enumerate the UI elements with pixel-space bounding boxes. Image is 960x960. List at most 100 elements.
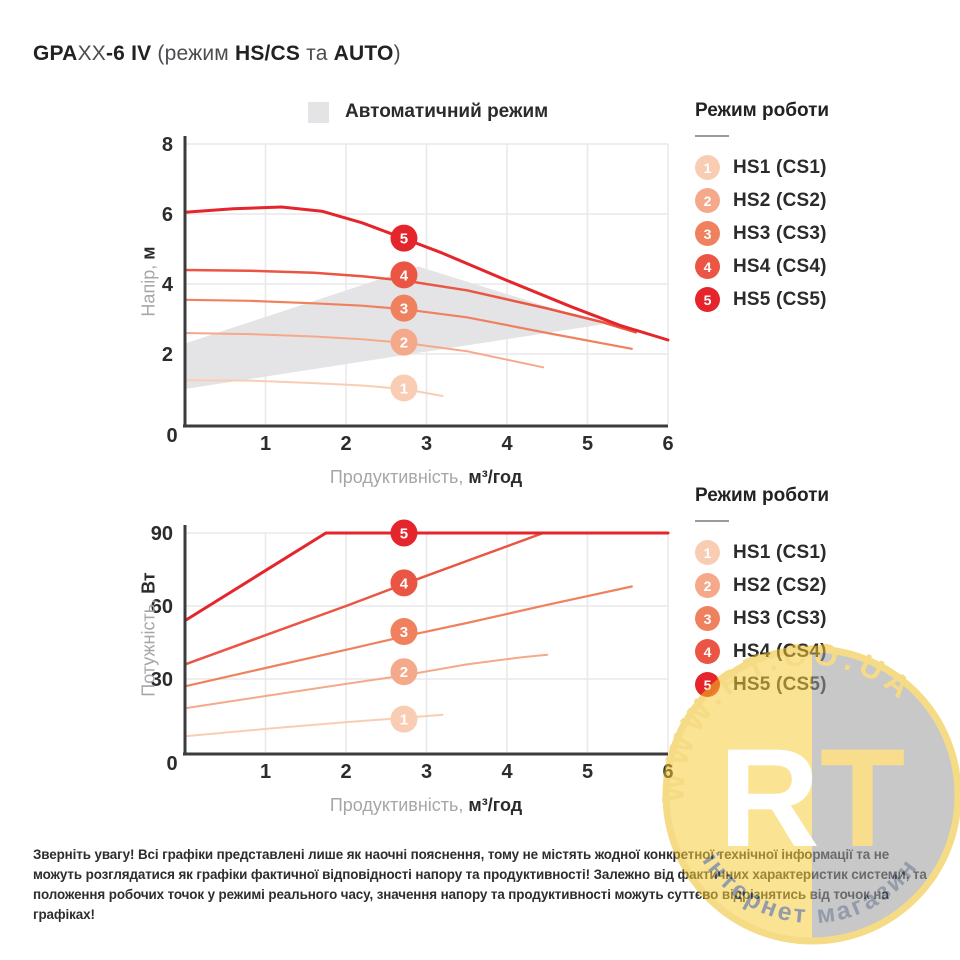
- mode-item: 3 HS3 (CS3): [695, 602, 945, 635]
- mode-item: 2 HS2 (CS2): [695, 569, 945, 602]
- mode-marker-number: 2: [400, 664, 408, 681]
- y-tick-label: 90: [151, 523, 173, 545]
- mode-marker: [390, 658, 418, 686]
- mode-marker: [390, 705, 418, 733]
- head-y-label-name: Напір,: [138, 259, 159, 317]
- mode-item: 4 HS4 (CS4): [695, 635, 945, 668]
- y-tick-label: 30: [151, 669, 173, 691]
- auto-mode-region: [185, 266, 604, 389]
- mode-label: HS5 (CS5): [733, 673, 827, 695]
- mode-badge: 4: [695, 254, 720, 279]
- mode-label: HS3 (CS3): [733, 607, 827, 629]
- y-tick-label: 8: [162, 134, 173, 156]
- x-tick-label: 3: [421, 433, 432, 455]
- curve-HS5 (CS5): [183, 531, 670, 623]
- title-paren-open: (: [151, 42, 165, 65]
- y-tick-label: 2: [162, 344, 173, 366]
- legend-title: Режим роботи: [695, 485, 830, 506]
- mode-item: 3 HS3 (CS3): [695, 217, 945, 250]
- mode-marker: [390, 618, 418, 646]
- y-tick-label: 60: [151, 596, 173, 618]
- x-tick-label: 2: [340, 761, 351, 783]
- mode-label: HS2 (CS2): [733, 189, 827, 211]
- mode-item: 2 HS2 (CS2): [695, 184, 945, 217]
- power-x-label-name: Продуктивність,: [329, 795, 469, 815]
- chart-1: 2 4 6 8 0 1 2 3 4 5 6 1 2 3 4 5: [162, 134, 674, 455]
- mode-marker-number: 3: [400, 301, 408, 318]
- title-paren-close: ): [393, 42, 401, 65]
- y-tick-label: 4: [162, 274, 174, 296]
- auto-mode-legend: Автоматичний режим: [308, 101, 548, 123]
- x-tick-label: 3: [421, 761, 432, 783]
- mode-marker-number: 4: [400, 267, 409, 284]
- mode-marker: [390, 224, 418, 252]
- head-y-axis-label: Напір, м: [139, 162, 160, 402]
- mode-marker: [390, 374, 418, 402]
- mode-badge: 3: [695, 221, 720, 246]
- mode-badge: 1: [695, 540, 720, 565]
- legend-rule: [695, 135, 729, 137]
- mode-item: 1 HS1 (CS1): [695, 536, 945, 569]
- title-model-bold: -6 IV: [105, 42, 152, 65]
- page-title: GPAXX-6 IV (режим HS/CS та AUTO): [33, 42, 401, 66]
- x-tick-label: 1: [260, 761, 271, 783]
- power-y-label-name: Потужність,: [138, 593, 159, 697]
- x-tick-label: 4: [501, 761, 513, 783]
- title-model-light: XX: [77, 42, 106, 65]
- head-x-label-unit: м³/год: [468, 467, 523, 487]
- legend-title: Режим роботи: [695, 100, 830, 121]
- head-x-axis-label: Продуктивність, м³/год: [186, 467, 666, 488]
- mode-item: 5 HS5 (CS5): [695, 283, 945, 316]
- mode-marker-number: 2: [400, 335, 408, 352]
- mode-badge: 1: [695, 155, 720, 180]
- x-tick-label: 5: [582, 761, 593, 783]
- x-tick-label: 5: [582, 433, 593, 455]
- disclaimer-note: Зверніть увагу! Всі графіки представлені…: [33, 847, 927, 922]
- mode-badge: 5: [695, 672, 720, 697]
- mode-marker-number: 1: [400, 712, 408, 729]
- curve-HS4 (CS4): [183, 531, 545, 666]
- mode-legend-top: Режим роботи 1 HS1 (CS1) 2 HS2 (CS2) 3 H…: [695, 100, 945, 316]
- mode-marker: [390, 328, 418, 356]
- mode-marker: [390, 569, 418, 597]
- mode-marker-number: 5: [400, 231, 408, 248]
- mode-marker: [390, 519, 418, 547]
- x-tick-label: 6: [662, 433, 673, 455]
- mode-item: 5 HS5 (CS5): [695, 668, 945, 701]
- power-x-axis-label: Продуктивність, м³/год: [186, 795, 666, 816]
- mode-badge: 2: [695, 188, 720, 213]
- title-auto-bold: AUTO: [333, 42, 394, 65]
- power-y-label-unit: Вт: [138, 572, 159, 594]
- head-x-label-name: Продуктивність,: [329, 467, 469, 487]
- title-mode-word: режим: [164, 42, 235, 65]
- legend-rule: [695, 520, 729, 522]
- auto-mode-label: Автоматичний режим: [345, 101, 549, 122]
- x-tick-label: 1: [260, 433, 271, 455]
- mode-label: HS3 (CS3): [733, 222, 827, 244]
- mode-badge: 5: [695, 287, 720, 312]
- curve-HS3 (CS3): [183, 298, 633, 350]
- title-conjunction: та: [300, 42, 334, 65]
- mode-label: HS1 (CS1): [733, 156, 827, 178]
- mode-item: 4 HS4 (CS4): [695, 250, 945, 283]
- power-x-label-unit: м³/год: [468, 795, 523, 815]
- y-tick-label: 6: [162, 204, 173, 226]
- mode-marker-number: 4: [400, 575, 409, 592]
- chart-2: 30 60 90 0 1 2 3 4 5 6 1 2 3 4 5: [151, 519, 674, 783]
- x-tick-label: 4: [501, 433, 513, 455]
- origin-tick-label: 0: [166, 753, 177, 775]
- mode-legend-bottom: Режим роботи 1 HS1 (CS1) 2 HS2 (CS2) 3 H…: [695, 485, 945, 701]
- mode-marker: [390, 261, 418, 289]
- mode-label: HS1 (CS1): [733, 541, 827, 563]
- auto-mode-swatch: [308, 101, 329, 123]
- title-brand: GPA: [33, 42, 78, 65]
- title-mode-bold: HS/CS: [234, 42, 301, 65]
- mode-marker-number: 3: [400, 624, 408, 641]
- curve-HS2 (CS2): [184, 653, 549, 710]
- mode-label: HS2 (CS2): [733, 574, 827, 596]
- power-y-axis-label: Потужність, Вт: [139, 515, 160, 755]
- origin-tick-label: 0: [166, 425, 177, 447]
- curve-HS2 (CS2): [184, 332, 545, 369]
- mode-label: HS4 (CS4): [733, 640, 827, 662]
